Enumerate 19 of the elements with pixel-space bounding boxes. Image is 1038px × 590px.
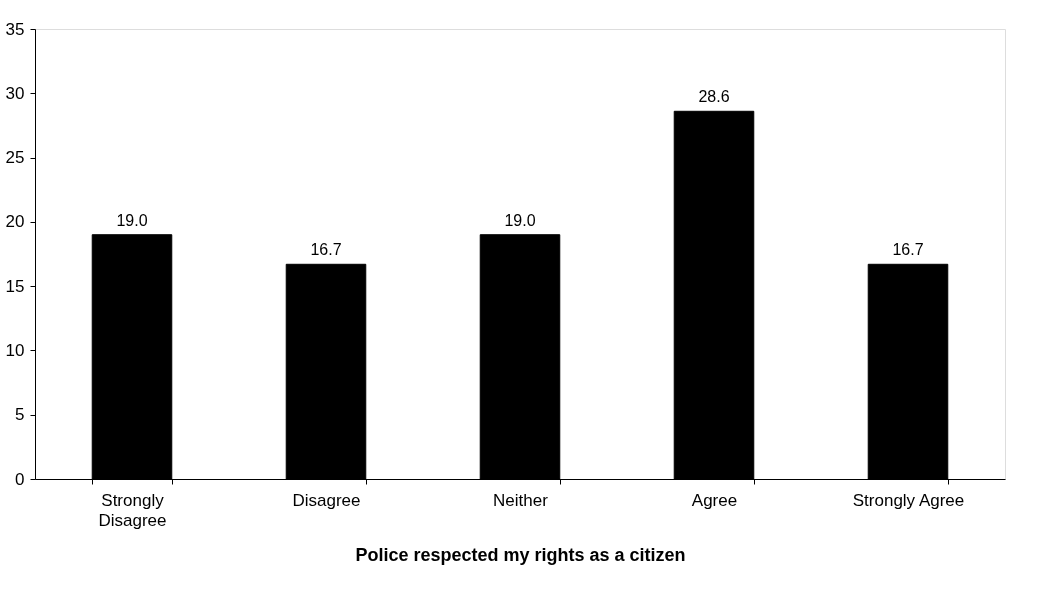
x-axis-title: Police respected my rights as a citizen <box>355 544 686 565</box>
y-tick-label: 20 <box>5 212 25 232</box>
y-tick-label: 5 <box>15 405 25 425</box>
data-label: 16.7 <box>892 241 924 259</box>
data-label: 19.0 <box>116 211 148 229</box>
data-label: 16.7 <box>310 241 342 259</box>
x-tick-label: Agree <box>691 490 738 510</box>
x-tick-label: Strongly Agree <box>852 490 965 510</box>
data-label: 19.0 <box>504 211 536 229</box>
y-tick-label: 25 <box>5 148 25 168</box>
x-tick-label: Strongly Disagree <box>98 490 167 530</box>
y-tick-label: 35 <box>5 19 25 39</box>
x-tick-label: Disagree <box>292 490 361 510</box>
y-tick-label: 10 <box>5 340 25 360</box>
x-tick-label: Neither <box>493 490 549 510</box>
data-label: 28.6 <box>698 88 730 106</box>
y-tick-label: 0 <box>15 469 25 489</box>
y-tick-label: 30 <box>5 83 25 103</box>
y-tick-label: 15 <box>5 276 25 296</box>
